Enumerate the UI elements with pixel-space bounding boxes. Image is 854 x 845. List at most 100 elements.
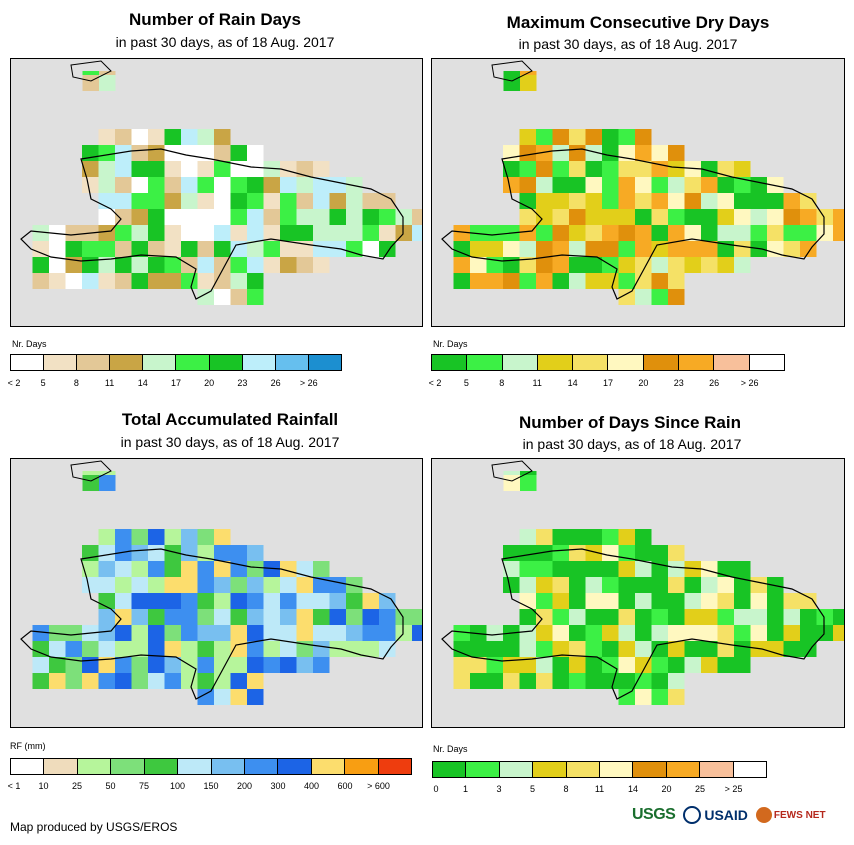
panel-title: Total Accumulated Rainfall (121, 410, 339, 429)
grid-cell (552, 657, 569, 673)
grid-cell (684, 593, 701, 609)
grid-cell (717, 161, 734, 177)
grid-cell (701, 625, 718, 641)
grid-cell (651, 545, 668, 561)
grid-cell (181, 209, 198, 225)
grid-cell (82, 475, 99, 491)
legend-tick: 23 (237, 378, 248, 388)
grid-cell (684, 161, 701, 177)
grid-cell (181, 241, 198, 257)
grid-cell (313, 177, 330, 193)
grid-cell (395, 609, 412, 625)
grid-cell (148, 273, 165, 289)
grid-cell (164, 241, 181, 257)
grid-cell (131, 161, 148, 177)
grid-cell (148, 145, 165, 161)
grid-cell (767, 209, 784, 225)
grid-cell (750, 577, 767, 593)
grid-cell (313, 193, 330, 209)
grid-cell (148, 641, 165, 657)
grid-cell (296, 257, 313, 273)
legend-swatch (666, 762, 701, 777)
grid-cell (280, 561, 297, 577)
grid-cell (668, 225, 685, 241)
grid-cell (552, 609, 569, 625)
grid-cell (668, 145, 685, 161)
grid-cell (767, 193, 784, 209)
grid-cell (197, 209, 214, 225)
grid-cell (833, 609, 844, 625)
grid-cell (816, 609, 833, 625)
grid-cell (651, 177, 668, 193)
grid-cell (181, 273, 198, 289)
grid-cell (552, 161, 569, 177)
fews-net-logo: FEWS NET (755, 807, 826, 823)
legend-swatch (143, 355, 177, 370)
legend-tick: 17 (170, 378, 182, 388)
grid-cell (602, 673, 619, 689)
legend-swatch (573, 355, 609, 370)
grid-cell (214, 209, 231, 225)
grid-cell (585, 177, 602, 193)
legend-tick: 400 (303, 781, 320, 791)
legend-tick: 8 (499, 378, 505, 388)
map-grid (441, 60, 844, 305)
grid-cell (181, 593, 198, 609)
grid-cell (717, 561, 734, 577)
grid-cell (230, 689, 247, 705)
legend-swatch (566, 762, 601, 777)
grid-cell (197, 257, 214, 273)
grid-cell (569, 193, 586, 209)
grid-cell (164, 577, 181, 593)
grid-cell (346, 609, 363, 625)
grid-cell (767, 625, 784, 641)
grid-cell (181, 145, 198, 161)
grid-cell (767, 593, 784, 609)
grid-cell (536, 673, 553, 689)
grid-cell (618, 289, 635, 305)
grid-cell (536, 641, 553, 657)
grid-cell (734, 193, 751, 209)
grid-cell (684, 193, 701, 209)
legend-swatch (345, 759, 379, 774)
grid-cell (214, 609, 231, 625)
panel-title: Number of Days Since Rain (518, 413, 741, 432)
grid-cell (379, 225, 396, 241)
grid-cell (668, 257, 685, 273)
grid-cell (520, 75, 537, 91)
coastline (491, 460, 533, 482)
grid-cell (98, 657, 115, 673)
grid-cell (82, 177, 99, 193)
grid-cell (263, 177, 280, 193)
grid-cell (197, 529, 214, 545)
grid-cell (164, 625, 181, 641)
grid-cell (280, 177, 297, 193)
grid-cell (263, 625, 280, 641)
grid-cell (701, 209, 718, 225)
legend-swatch (749, 355, 784, 370)
dry-days-map (431, 58, 845, 327)
grid-cell (602, 145, 619, 161)
grid-cell (585, 641, 602, 657)
grid-cell (296, 625, 313, 641)
grid-cell (98, 273, 115, 289)
grid-cell (734, 209, 751, 225)
map-grid (441, 460, 844, 705)
grid-cell (783, 625, 800, 641)
grid-cell (296, 657, 313, 673)
grid-cell (214, 193, 231, 209)
grid-cell (181, 545, 198, 561)
grid-cell (519, 177, 536, 193)
grid-cell (197, 177, 214, 193)
grid-cell (800, 209, 817, 225)
grid-cell (750, 177, 767, 193)
coastline (20, 548, 404, 700)
grid-cell (247, 209, 264, 225)
grid-cell (519, 657, 536, 673)
grid-cell (618, 241, 635, 257)
grid-cell (552, 273, 569, 289)
grid-cell (115, 241, 132, 257)
grid-cell (313, 593, 330, 609)
grid-cell (618, 161, 635, 177)
grid-cell (651, 641, 668, 657)
